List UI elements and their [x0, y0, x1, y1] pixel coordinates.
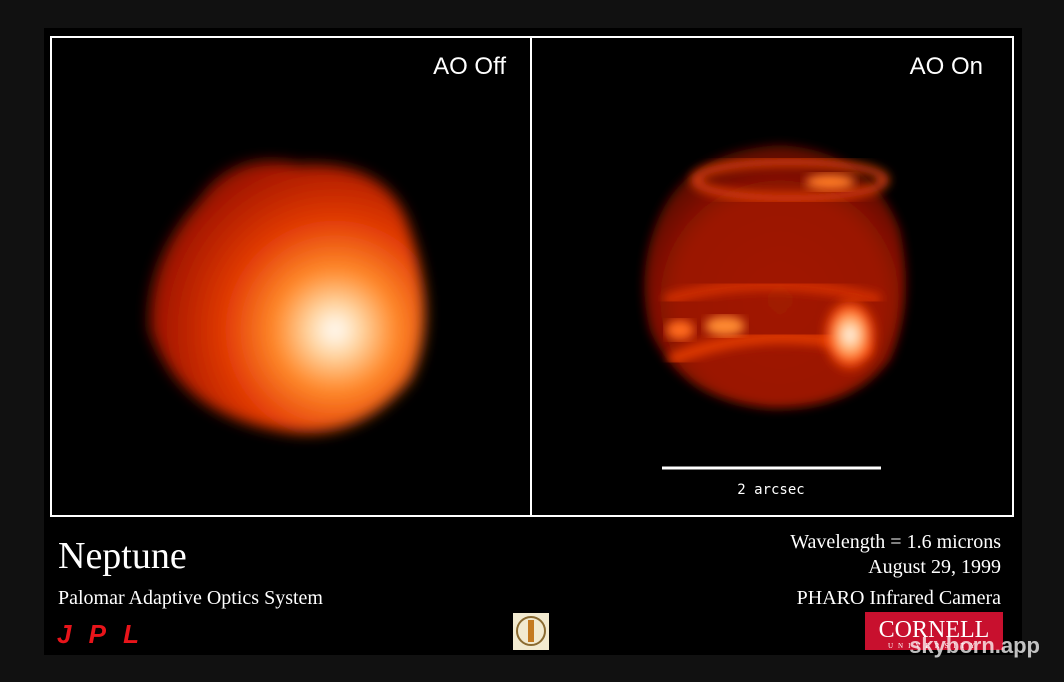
caption-title: Neptune	[58, 535, 187, 577]
caption-detail: Wavelength = 1.6 microns	[790, 531, 1001, 553]
cornell-logo-sub: UNIVERSITY	[888, 642, 980, 650]
neptune-ao-off	[149, 161, 426, 433]
caption-detail: PHARO Infrared Camera	[797, 587, 1001, 609]
neptune-ao-on	[644, 145, 906, 409]
jpl-logo: JPL	[57, 619, 139, 649]
caption-detail: August 29, 1999	[868, 556, 1001, 578]
seal-logo	[513, 613, 549, 650]
panel-label: AO On	[910, 53, 983, 80]
cornell-logo: CORNELL	[879, 617, 990, 643]
watermark: skyborn.app	[909, 633, 1040, 658]
caption-subtitle: Palomar Adaptive Optics System	[58, 587, 323, 609]
panel-label: AO Off	[433, 53, 506, 80]
scale-bar-label: 2 arcsec	[737, 482, 804, 498]
cornell-logo-bg	[865, 612, 1003, 650]
